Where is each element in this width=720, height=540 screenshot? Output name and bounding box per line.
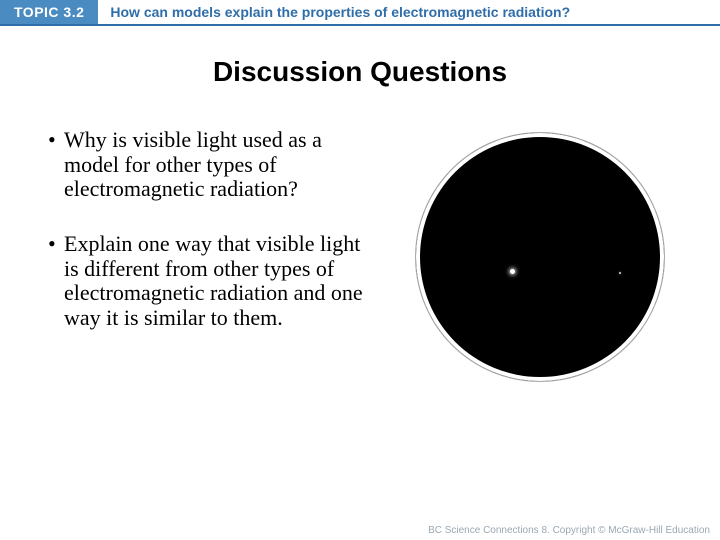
- star-icon: [619, 272, 621, 274]
- content-area: Why is visible light used as a model for…: [0, 88, 720, 382]
- slide-title: Discussion Questions: [0, 56, 720, 88]
- night-sky-image: [415, 132, 665, 382]
- topic-badge: TOPIC 3.2: [0, 0, 98, 24]
- star-icon: [510, 269, 515, 274]
- topic-question: How can models explain the properties of…: [98, 0, 720, 24]
- bullet-item: Explain one way that visible light is di…: [48, 232, 378, 331]
- bullet-item: Why is visible light used as a model for…: [48, 128, 378, 202]
- slide-root: TOPIC 3.2 How can models explain the pro…: [0, 0, 720, 540]
- header-bar: TOPIC 3.2 How can models explain the pro…: [0, 0, 720, 26]
- bullet-list: Why is visible light used as a model for…: [48, 128, 378, 382]
- copyright-footer: BC Science Connections 8. Copyright © Mc…: [428, 525, 710, 536]
- image-container: [396, 128, 684, 382]
